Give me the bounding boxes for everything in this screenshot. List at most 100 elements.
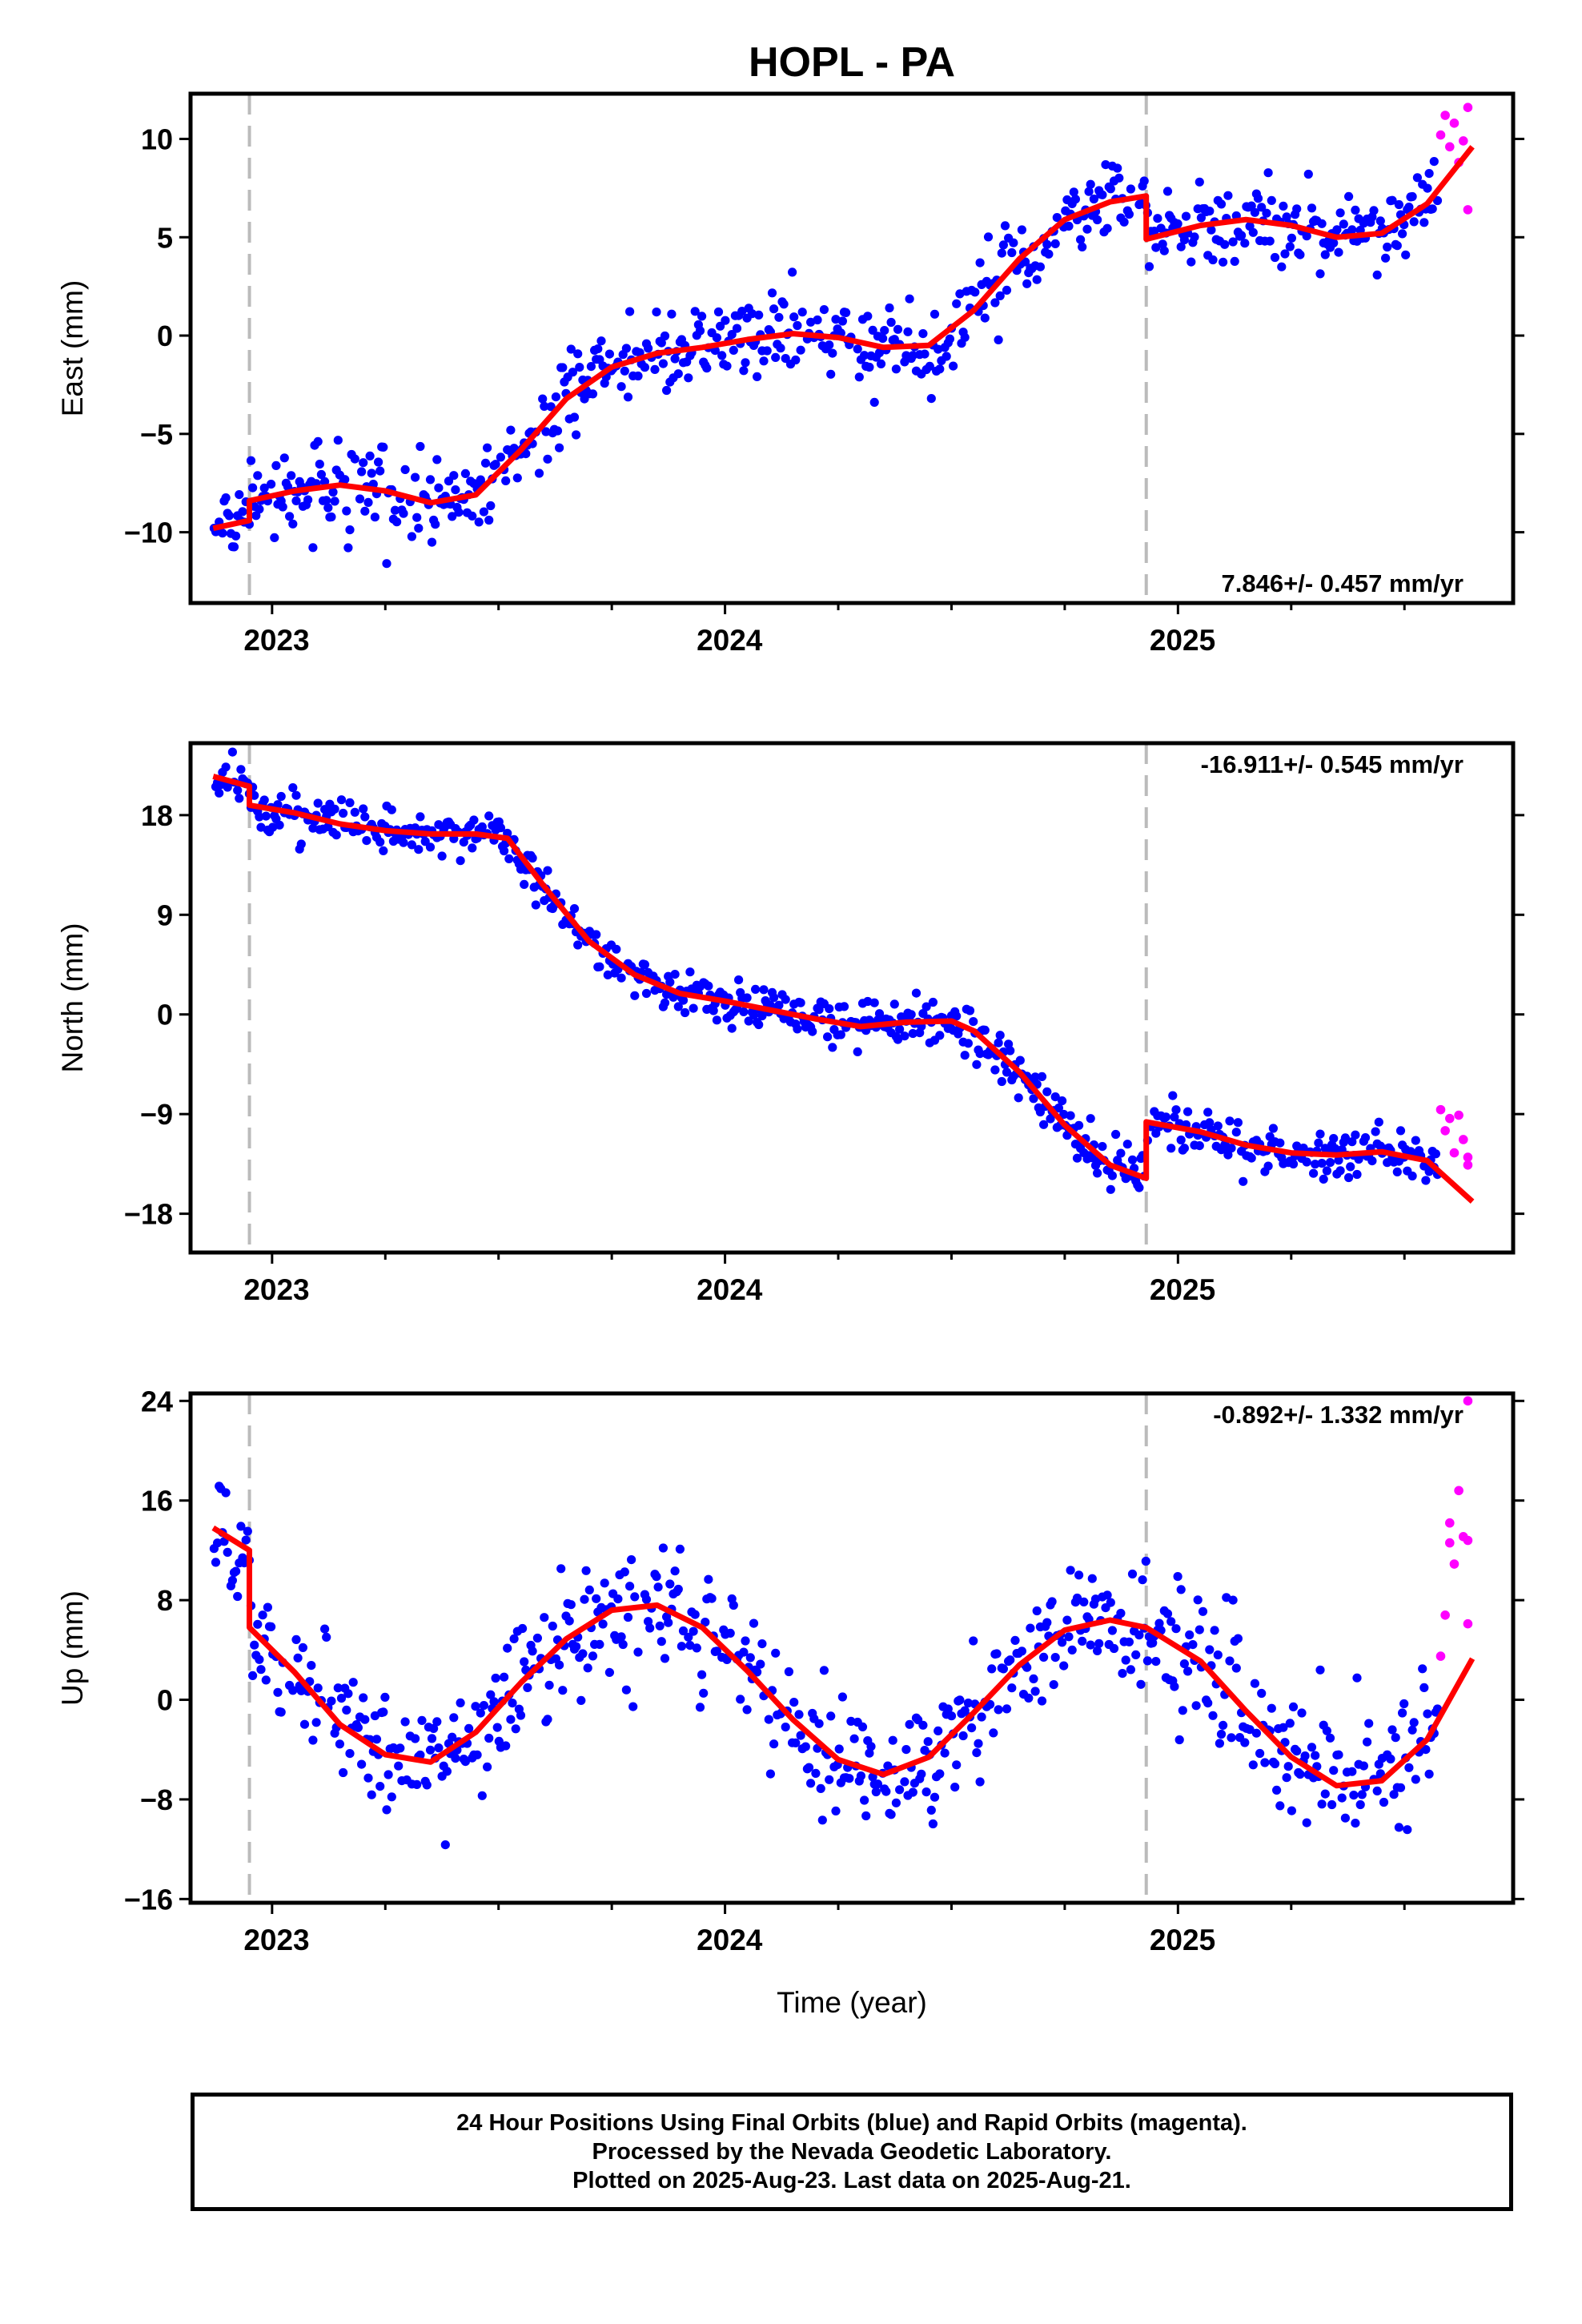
y-tick-label: 5 <box>157 221 173 254</box>
final-point <box>518 1623 528 1634</box>
final-point <box>287 471 296 480</box>
final-point <box>1351 1130 1360 1140</box>
final-point <box>857 1722 868 1731</box>
final-point <box>1407 1171 1417 1181</box>
final-point <box>1359 1761 1368 1771</box>
final-point <box>886 1810 896 1819</box>
final-point <box>886 317 896 328</box>
panel-up: −16 −8 0 8 16 24 2023 2024 2025 Up (mm) -0.892+/- … <box>56 1385 1524 1956</box>
final-point <box>427 537 437 547</box>
final-point <box>1058 1096 1067 1106</box>
panel-frame <box>188 1391 1516 1905</box>
final-point <box>1127 1569 1138 1579</box>
final-point <box>762 346 772 356</box>
final-point <box>1136 1679 1146 1689</box>
final-point <box>819 1666 829 1675</box>
final-point <box>616 1632 626 1642</box>
final-point <box>955 289 965 299</box>
final-point <box>1014 1093 1023 1103</box>
final-point <box>218 529 227 538</box>
final-point <box>229 542 239 552</box>
final-point <box>1006 1046 1015 1055</box>
final-point <box>555 443 564 452</box>
footer-box: 24 Hour Positions Using Final Orbits (bl… <box>191 2093 1513 2211</box>
final-point <box>1170 1112 1179 1122</box>
final-point <box>271 460 281 471</box>
final-point <box>1395 1126 1406 1136</box>
final-point <box>483 1762 492 1771</box>
final-point <box>635 348 644 357</box>
final-point <box>308 543 318 553</box>
final-point <box>997 248 1006 258</box>
chart-canvas: HOPL - PA Time (year) −10 −5 0 5 10 2023 2024 2… <box>56 39 1524 2019</box>
final-point <box>1228 237 1238 247</box>
final-point <box>1086 1114 1095 1124</box>
final-point <box>1412 173 1422 183</box>
final-point <box>1190 232 1199 242</box>
final-point <box>863 996 873 1007</box>
final-point <box>846 1716 856 1726</box>
final-point <box>1340 1813 1350 1823</box>
final-point <box>1315 269 1325 279</box>
final-point <box>1355 1799 1365 1810</box>
final-point <box>238 507 247 517</box>
y-tick-label: 0 <box>157 320 173 352</box>
final-point <box>992 1649 1002 1659</box>
final-point <box>779 300 789 309</box>
final-point <box>1248 227 1258 237</box>
final-point <box>1223 191 1233 200</box>
final-point <box>1069 187 1078 197</box>
final-point <box>1262 208 1271 218</box>
final-point <box>600 1578 609 1588</box>
final-point <box>623 392 633 402</box>
final-point <box>1176 1135 1186 1145</box>
final-point <box>1066 1566 1075 1575</box>
final-point <box>362 836 371 846</box>
final-point <box>1086 179 1095 189</box>
final-point <box>849 1734 859 1743</box>
final-point <box>1062 1615 1072 1625</box>
final-point <box>1346 1162 1355 1172</box>
final-point <box>464 1723 474 1733</box>
final-point <box>1432 195 1443 206</box>
final-point <box>969 1636 978 1646</box>
final-point <box>885 303 894 313</box>
final-point <box>893 1035 903 1044</box>
final-point <box>776 344 785 353</box>
footer-line-2: Processed by the Nevada Geodetic Laborat… <box>592 2139 1112 2165</box>
final-point <box>532 1633 543 1643</box>
final-point <box>903 327 913 336</box>
final-point <box>1072 1593 1082 1603</box>
final-point <box>1017 225 1026 235</box>
final-point <box>1411 1775 1420 1784</box>
final-point <box>459 838 468 847</box>
final-point <box>308 823 318 833</box>
final-point <box>417 1715 427 1725</box>
final-point <box>692 1643 701 1653</box>
final-point <box>685 1641 695 1651</box>
final-point <box>1320 250 1330 259</box>
final-point <box>1113 163 1122 173</box>
final-point <box>817 1815 827 1825</box>
final-point <box>1263 1161 1273 1171</box>
final-point <box>353 1723 363 1732</box>
final-point <box>695 1703 705 1712</box>
final-point <box>1239 1176 1248 1186</box>
final-point <box>920 349 930 359</box>
y-tick-label: −16 <box>124 1883 173 1916</box>
final-point <box>925 361 934 371</box>
final-point <box>241 1535 251 1545</box>
rapid-point <box>1444 1518 1455 1528</box>
final-point <box>1419 1683 1429 1692</box>
final-point <box>804 1763 814 1772</box>
final-point <box>1334 1156 1343 1165</box>
final-point <box>1078 242 1087 251</box>
final-point <box>1049 1680 1058 1690</box>
final-point <box>704 981 713 991</box>
final-point <box>580 1594 589 1604</box>
final-point <box>645 1623 655 1633</box>
final-point <box>291 496 301 506</box>
final-point <box>1159 246 1169 255</box>
final-point <box>336 1694 347 1703</box>
final-point <box>970 287 980 297</box>
